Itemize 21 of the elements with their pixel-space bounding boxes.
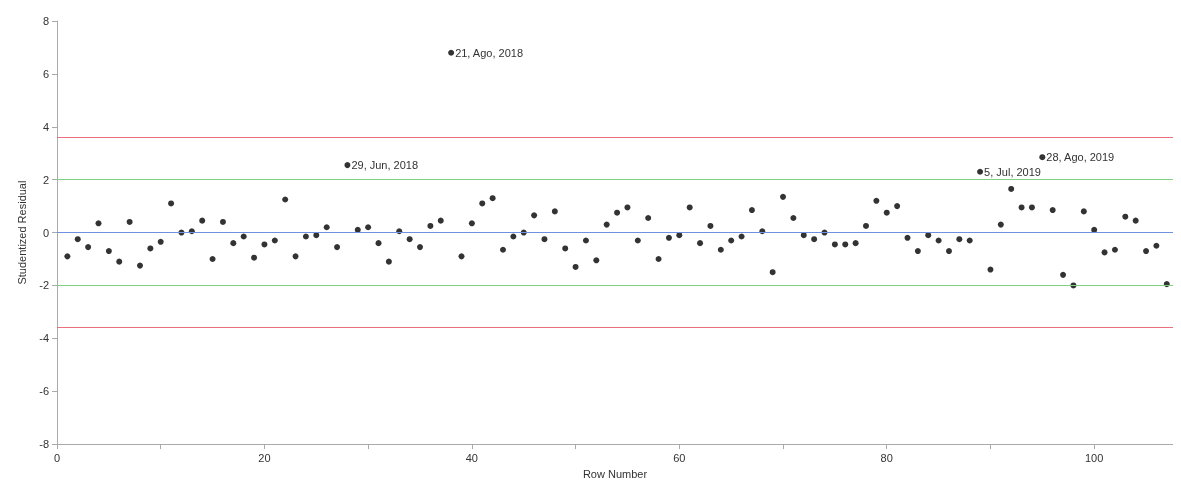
x-tick-label: 0 bbox=[53, 451, 61, 464]
x-tick-label: 80 bbox=[880, 451, 893, 464]
y-tick-label: -4 bbox=[39, 332, 49, 345]
y-tick-label: -2 bbox=[39, 279, 49, 292]
x-tick-label: 60 bbox=[673, 451, 686, 464]
annotation: 21, Ago, 2018 bbox=[455, 46, 524, 59]
y-tick-label: 0 bbox=[42, 226, 49, 239]
y-tick-label: -6 bbox=[39, 385, 49, 398]
y-tick-label: 4 bbox=[42, 120, 49, 133]
y-tick-label: 2 bbox=[42, 173, 49, 186]
x-tick-label: 20 bbox=[258, 451, 271, 464]
x-axis-title: Row Number bbox=[582, 467, 648, 480]
x-tick-label: 100 bbox=[1084, 451, 1104, 464]
y-axis-title: Studentized Residual bbox=[15, 180, 28, 285]
y-tick-label: 8 bbox=[42, 15, 49, 27]
annotation: 5, Jul, 2019 bbox=[984, 165, 1041, 178]
x-tick-label: 40 bbox=[465, 451, 478, 464]
y-tick-label: 6 bbox=[42, 67, 49, 80]
y-tick-label: -8 bbox=[39, 438, 49, 451]
annotation: 28, Ago, 2019 bbox=[1046, 151, 1115, 164]
annotation: 29, Jun, 2018 bbox=[351, 159, 419, 172]
